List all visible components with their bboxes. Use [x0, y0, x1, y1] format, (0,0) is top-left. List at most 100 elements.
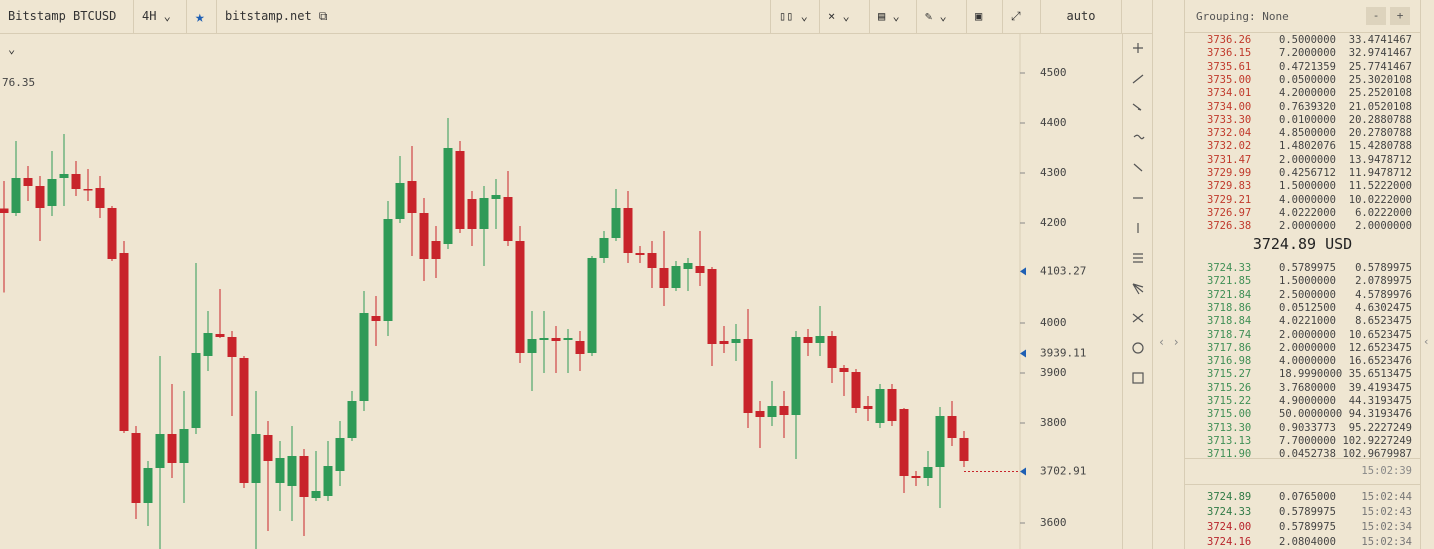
collapse-arrows[interactable]: ‹ ›	[1158, 335, 1180, 349]
trade-row[interactable]: 3724.89 0.0765000 15:02:44	[1185, 491, 1420, 504]
symbol-button[interactable]: Bitstamp BTCUSD ⌄	[0, 0, 134, 56]
ask-row[interactable]: 3736.15 7.2000000 32.9741467	[1185, 47, 1420, 60]
ask-row-cell: 21.0520108	[1348, 100, 1412, 113]
bid-row[interactable]: 3713.13 7.7000000 102.9227249	[1185, 435, 1420, 448]
circle-tool[interactable]	[1132, 342, 1144, 354]
fullscreen-button[interactable]: ⤢	[1003, 0, 1041, 33]
ask-row[interactable]: 3731.47 2.0000000 13.9478712	[1185, 154, 1420, 167]
crosshair-tool[interactable]	[1133, 43, 1143, 53]
ask-row-cell: 4.2000000	[1279, 87, 1336, 100]
ask-row[interactable]: 3735.00 0.0500000 25.3020108	[1185, 74, 1420, 87]
trade-row-cell: 15:02:34	[1361, 536, 1412, 548]
bid-row[interactable]: 3715.00 50.0000000 94.3193476	[1185, 408, 1420, 421]
bid-row[interactable]: 3718.74 2.0000000 10.6523475	[1185, 329, 1420, 342]
candle-body	[527, 339, 537, 353]
bid-row-cell: 39.4193475	[1348, 381, 1412, 394]
ask-row-cell: 3735.00	[1207, 73, 1252, 86]
candle-body	[575, 341, 585, 354]
y-tick-label: 3600	[1040, 516, 1067, 529]
bid-row[interactable]: 3718.84 4.0221000 8.6523475	[1185, 315, 1420, 328]
candle-body	[791, 337, 801, 415]
ask-row[interactable]: 3735.61 0.4721359 25.7741467	[1185, 61, 1420, 74]
screenshot-button[interactable]: ▣	[967, 0, 1003, 33]
ask-row[interactable]: 3732.04 4.8500000 20.2780788	[1185, 127, 1420, 140]
chart-type-button[interactable]: ▯▯ ⌄	[770, 0, 820, 33]
ask-row[interactable]: 3726.97 4.0222000 6.0222000	[1185, 207, 1420, 220]
ask-row-cell: 15.4280788	[1348, 140, 1412, 153]
bid-row[interactable]: 3715.27 18.9990000 35.6513475	[1185, 368, 1420, 381]
line-tool[interactable]	[1132, 74, 1144, 84]
trade-row-cell: 0.0765000	[1279, 491, 1336, 503]
bid-row-cell: 4.6302475	[1355, 301, 1412, 314]
bid-row[interactable]: 3715.26 3.7680000 39.4193475	[1185, 382, 1420, 395]
candle-body	[935, 416, 945, 467]
candle-body	[827, 336, 837, 368]
candle-body	[419, 213, 429, 259]
bid-row[interactable]: 3717.86 2.0000000 12.6523475	[1185, 342, 1420, 355]
rect-tool[interactable]	[1132, 372, 1144, 384]
candle-body	[923, 467, 933, 478]
curve-tool[interactable]	[1133, 134, 1145, 140]
bid-row[interactable]: 3724.33 0.5789975 0.5789975	[1185, 262, 1420, 275]
bid-row-cell: 44.3193475	[1348, 395, 1412, 407]
bid-row[interactable]: 3718.86 0.0512500 4.6302475	[1185, 302, 1420, 315]
ask-row[interactable]: 3734.00 0.7639320 21.0520108	[1185, 101, 1420, 114]
candle-body	[863, 406, 873, 409]
candle-body	[311, 491, 321, 498]
ask-row-cell: 4.0222000	[1279, 206, 1336, 219]
candle-body	[803, 337, 813, 343]
favorite-star[interactable]: ★	[187, 0, 217, 33]
indicator-button[interactable]: ⨯ ⌄	[820, 0, 870, 33]
candle-body	[683, 263, 693, 269]
price-marker	[1020, 467, 1026, 476]
symbol: Bitstamp BTCUSD	[8, 9, 117, 23]
trade-row[interactable]: 3724.16 2.0804000 15:02:34	[1185, 536, 1420, 549]
candle-body	[371, 316, 381, 321]
source-link[interactable]: bitstamp.net ⧉	[225, 9, 328, 23]
candle-body	[911, 476, 921, 478]
ask-row-cell: 1.5000000	[1279, 180, 1336, 193]
draw-button[interactable]: ✎ ⌄	[917, 0, 967, 33]
ask-row[interactable]: 3733.30 0.0100000 20.2880788	[1185, 114, 1420, 127]
candle-body	[35, 186, 45, 208]
group-plus[interactable]: +	[1390, 7, 1410, 25]
ask-row[interactable]: 3726.38 2.0000000 2.0000000	[1185, 220, 1420, 233]
arrow-tool[interactable]	[1133, 163, 1143, 172]
ask-row[interactable]: 3729.99 0.4256712 11.9478712	[1185, 167, 1420, 180]
bid-row[interactable]: 3715.22 4.9000000 44.3193475	[1185, 395, 1420, 408]
group-minus[interactable]: -	[1366, 7, 1386, 25]
book-time: 15:02:39	[1361, 465, 1412, 477]
ask-row-cell: 4.0000000	[1279, 193, 1336, 206]
ask-row[interactable]: 3732.02 1.4802076 15.4280788	[1185, 140, 1420, 153]
candle-body	[335, 438, 345, 471]
ask-row[interactable]: 3734.01 4.2000000 25.2520108	[1185, 87, 1420, 100]
panel-splitter[interactable]: ‹ ›	[1152, 0, 1185, 549]
ask-row[interactable]: 3736.26 0.5000000 33.4741467	[1185, 34, 1420, 47]
bid-row-cell: 50.0000000	[1279, 408, 1343, 421]
fan-tool[interactable]	[1132, 283, 1144, 295]
interval-button[interactable]: 4H ⌄	[134, 0, 187, 33]
ask-row[interactable]: 3729.83 1.5000000 11.5222000	[1185, 180, 1420, 193]
trade-row-cell: 0.5789975	[1279, 521, 1336, 533]
ask-row[interactable]: 3729.21 4.0000000 10.0222000	[1185, 194, 1420, 207]
candle-body	[887, 389, 897, 421]
bid-row[interactable]: 3716.98 4.0000000 16.6523476	[1185, 355, 1420, 368]
bid-row[interactable]: 3711.90 0.0452738 102.9679987	[1185, 448, 1420, 461]
scale-button[interactable]: auto	[1041, 0, 1122, 33]
ask-row-cell: 3729.99	[1207, 167, 1252, 179]
bid-row-cell: 3713.30	[1207, 421, 1252, 434]
ray-tool[interactable]	[1132, 103, 1142, 111]
bid-row[interactable]: 3721.85 1.5000000 2.0789975	[1185, 275, 1420, 288]
channel-tool[interactable]	[1133, 253, 1143, 263]
divider	[1185, 484, 1420, 485]
bid-row[interactable]: 3713.30 0.9033773 95.2227249	[1185, 422, 1420, 435]
bid-row[interactable]: 3721.84 2.5000000 4.5789976	[1185, 289, 1420, 302]
trade-row[interactable]: 3724.00 0.5789975 15:02:34	[1185, 521, 1420, 534]
grouping-label: Grouping: None	[1196, 10, 1289, 23]
gann-tool[interactable]	[1132, 313, 1144, 323]
divider	[1185, 458, 1420, 459]
trade-row[interactable]: 3724.33 0.5789975 15:02:43	[1185, 506, 1420, 519]
side-edge[interactable]: ‹	[1420, 0, 1434, 549]
candle-body	[587, 258, 597, 353]
compare-button[interactable]: ▤ ⌄	[870, 0, 917, 33]
